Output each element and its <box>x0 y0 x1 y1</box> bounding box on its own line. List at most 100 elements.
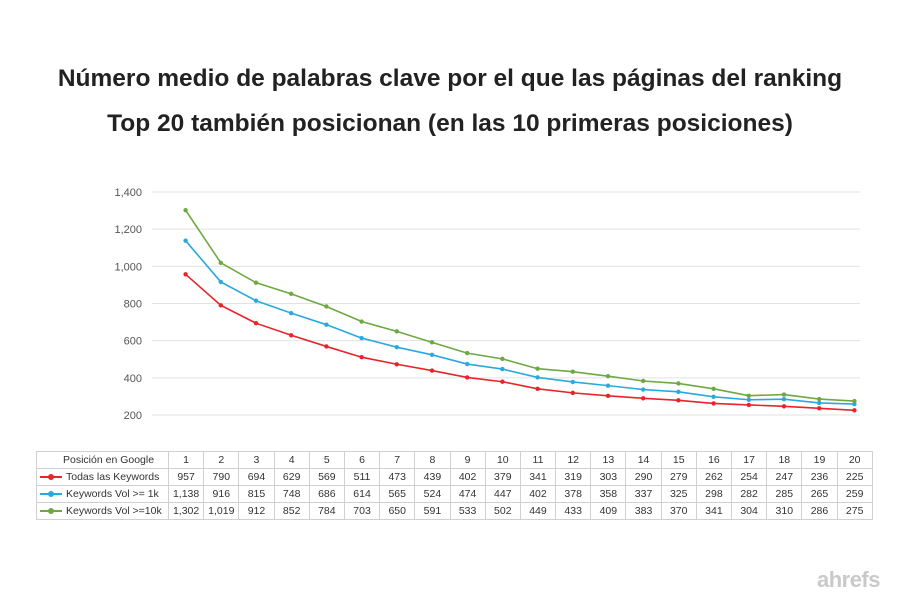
data-label: 378 <box>555 485 592 503</box>
data-point <box>852 398 857 404</box>
data-label: 591 <box>414 502 451 520</box>
x-tick-label: 3 <box>238 451 275 469</box>
data-point <box>605 373 611 379</box>
x-tick-label: 9 <box>449 451 486 469</box>
data-point <box>570 379 575 385</box>
y-tick-label: 600 <box>124 336 142 348</box>
data-label: 439 <box>414 468 451 486</box>
data-point <box>218 303 223 308</box>
chart-series <box>183 208 857 413</box>
data-point <box>465 375 470 380</box>
legend-label: Todas las Keywords <box>66 471 160 483</box>
data-point <box>711 386 716 391</box>
data-point <box>570 369 575 374</box>
data-label: 383 <box>625 502 662 520</box>
x-axis-header-label: Posición en Google <box>63 454 155 466</box>
data-point <box>394 329 399 334</box>
chart-title-line-1: Número medio de palabras clave por el qu… <box>57 65 843 92</box>
data-label: 254 <box>730 468 768 486</box>
data-point <box>641 387 646 392</box>
data-label: 694 <box>238 468 275 486</box>
data-point <box>324 322 329 327</box>
data-point <box>183 272 188 277</box>
series-line-2 <box>184 240 855 405</box>
data-label: 304 <box>730 502 768 520</box>
data-point <box>535 375 540 380</box>
data-label: 1,019 <box>203 502 240 520</box>
legend-entry-1: Todas las Keywords <box>36 468 169 486</box>
data-point <box>781 404 787 409</box>
data-point <box>817 400 822 406</box>
data-label: 852 <box>273 502 310 520</box>
x-tick-label: 19 <box>801 451 838 469</box>
data-point <box>500 366 505 372</box>
chart-gridlines <box>152 191 860 416</box>
data-label: 286 <box>801 502 838 520</box>
data-label: 650 <box>379 502 416 520</box>
data-label: 409 <box>590 502 627 520</box>
data-point <box>746 393 751 398</box>
x-tick-label: 14 <box>625 451 662 469</box>
data-label: 259 <box>836 485 873 503</box>
chart-title: Número medio de palabras clave por el qu… <box>0 56 900 146</box>
data-label: 815 <box>238 485 275 503</box>
data-label: 310 <box>766 502 803 520</box>
data-point <box>676 398 681 403</box>
data-point <box>605 393 611 399</box>
data-label: 473 <box>379 468 416 486</box>
x-tick-label: 4 <box>273 451 310 469</box>
x-tick-label: 6 <box>343 451 381 469</box>
data-point <box>535 386 540 391</box>
data-label: 358 <box>590 485 627 503</box>
data-label: 1,138 <box>167 485 205 503</box>
data-point <box>711 401 716 406</box>
legend-entry-2: Keywords Vol >= 1k <box>36 485 169 503</box>
data-label: 282 <box>730 485 768 503</box>
x-tick-label: 13 <box>590 451 627 469</box>
data-point <box>641 396 646 401</box>
y-tick-label: 1,200 <box>114 224 142 236</box>
data-label: 337 <box>625 485 662 503</box>
data-label: 247 <box>766 468 803 486</box>
data-label: 524 <box>414 485 451 503</box>
data-label: 402 <box>449 468 486 486</box>
data-label: 285 <box>766 485 803 503</box>
data-label: 784 <box>308 502 345 520</box>
ahrefs-watermark: ahrefs <box>816 567 881 592</box>
legend-entry-3: Keywords Vol >=10k <box>36 502 169 520</box>
data-label: 629 <box>273 468 310 486</box>
x-tick-label: 15 <box>660 451 697 469</box>
data-point <box>676 389 681 394</box>
data-point <box>394 344 399 350</box>
x-tick-label: 1 <box>167 451 205 469</box>
data-point <box>253 298 259 303</box>
data-point <box>781 397 787 402</box>
y-tick-label: 1,000 <box>114 261 142 273</box>
x-tick-label: 11 <box>519 451 557 469</box>
line-chart: 200 400 600 800 1,000 1,200 1,400 <box>114 187 860 422</box>
x-tick-label: 2 <box>203 451 240 469</box>
x-tick-label: 20 <box>836 451 873 469</box>
data-label: 502 <box>484 502 521 520</box>
data-point <box>253 320 259 326</box>
data-point <box>500 356 505 362</box>
data-label: 341 <box>519 468 557 486</box>
data-point <box>535 366 540 371</box>
data-label: 325 <box>660 485 697 503</box>
data-label: 569 <box>308 468 345 486</box>
data-point <box>641 378 646 384</box>
data-label: 298 <box>695 485 733 503</box>
data-label: 449 <box>519 502 557 520</box>
data-label: 236 <box>801 468 838 486</box>
data-point <box>394 362 399 367</box>
data-point <box>324 344 329 349</box>
series-line-3 <box>184 209 855 402</box>
data-point <box>429 352 435 357</box>
y-axis: 200 400 600 800 1,000 1,200 1,400 <box>114 187 142 422</box>
data-point <box>253 280 259 285</box>
data-point <box>570 390 575 396</box>
table-row: Keywords Vol >= 1k 1,138 916 815 748 686 614 56… <box>36 485 873 503</box>
data-label: 916 <box>203 485 240 503</box>
table-row: Keywords Vol >=10k 1,302 1,019 912 852 784 703… <box>36 502 873 520</box>
data-label: 341 <box>695 502 733 520</box>
